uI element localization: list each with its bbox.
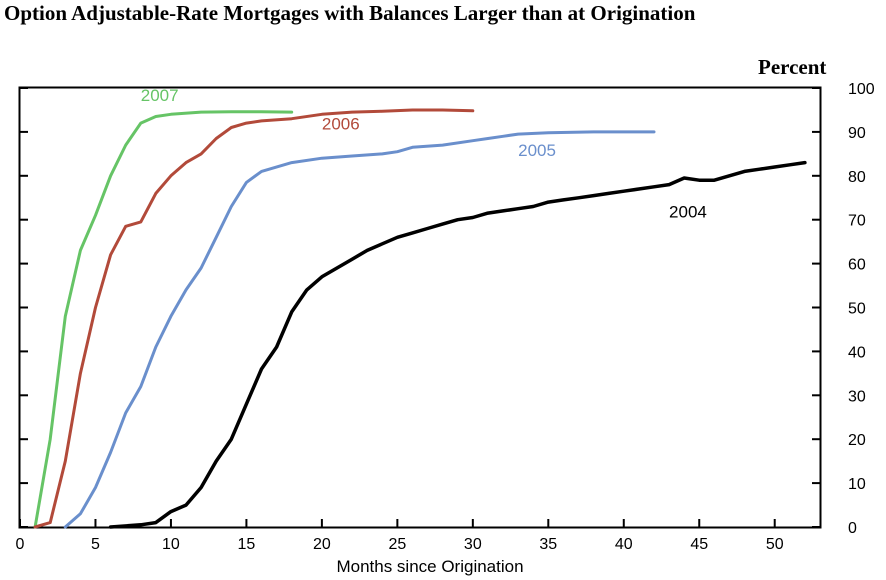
- series-label-2004: 2004: [669, 203, 707, 222]
- y-tick-label: 10: [848, 476, 866, 493]
- x-tick-label: 5: [91, 536, 100, 553]
- x-tick-label: 40: [615, 536, 633, 553]
- series-label-2007: 2007: [141, 86, 179, 105]
- x-axis-ticks: 0 5 10 15 20 25 30 35 40 45 50: [16, 519, 784, 553]
- series-label-2006: 2006: [322, 115, 360, 134]
- series-line-2006: [33, 108, 475, 529]
- y-tick-label: 70: [848, 213, 866, 230]
- series-line-2007: [33, 110, 294, 529]
- x-tick-label: 15: [238, 536, 256, 553]
- series-label-2005: 2005: [518, 141, 556, 160]
- x-tick-label: 50: [766, 536, 784, 553]
- y-axis-label: Percent: [758, 55, 827, 79]
- x-tick-label: 45: [690, 536, 708, 553]
- x-tick-label: 0: [16, 536, 25, 553]
- y-axis-ticks: 0 10 20 30 40 50 60 70 80 90 100: [20, 81, 875, 537]
- annotation-layer: 2007 2006 2005 2004: [141, 86, 707, 221]
- x-axis-label: Months since Origination: [336, 557, 523, 576]
- y-tick-label: 90: [848, 125, 866, 142]
- plot-frame: [18, 86, 822, 529]
- y-tick-label: 60: [848, 257, 866, 274]
- y-tick-label: 40: [848, 344, 866, 361]
- chart-title: Option Adjustable-Rate Mortgages with Ba…: [4, 1, 696, 25]
- y-tick-label: 50: [848, 301, 866, 318]
- x-tick-label: 30: [464, 536, 482, 553]
- series-line-2005: [63, 130, 656, 529]
- series-line-2004: [108, 160, 807, 529]
- y-tick-label: 100: [848, 81, 875, 98]
- y-tick-label: 30: [848, 388, 866, 405]
- y-tick-label: 80: [848, 169, 866, 186]
- x-tick-label: 10: [162, 536, 180, 553]
- x-tick-label: 20: [313, 536, 331, 553]
- series-layer: [33, 108, 807, 529]
- x-tick-label: 35: [539, 536, 557, 553]
- x-tick-label: 25: [388, 536, 406, 553]
- y-tick-label: 20: [848, 432, 866, 449]
- y-tick-label: 0: [848, 520, 857, 537]
